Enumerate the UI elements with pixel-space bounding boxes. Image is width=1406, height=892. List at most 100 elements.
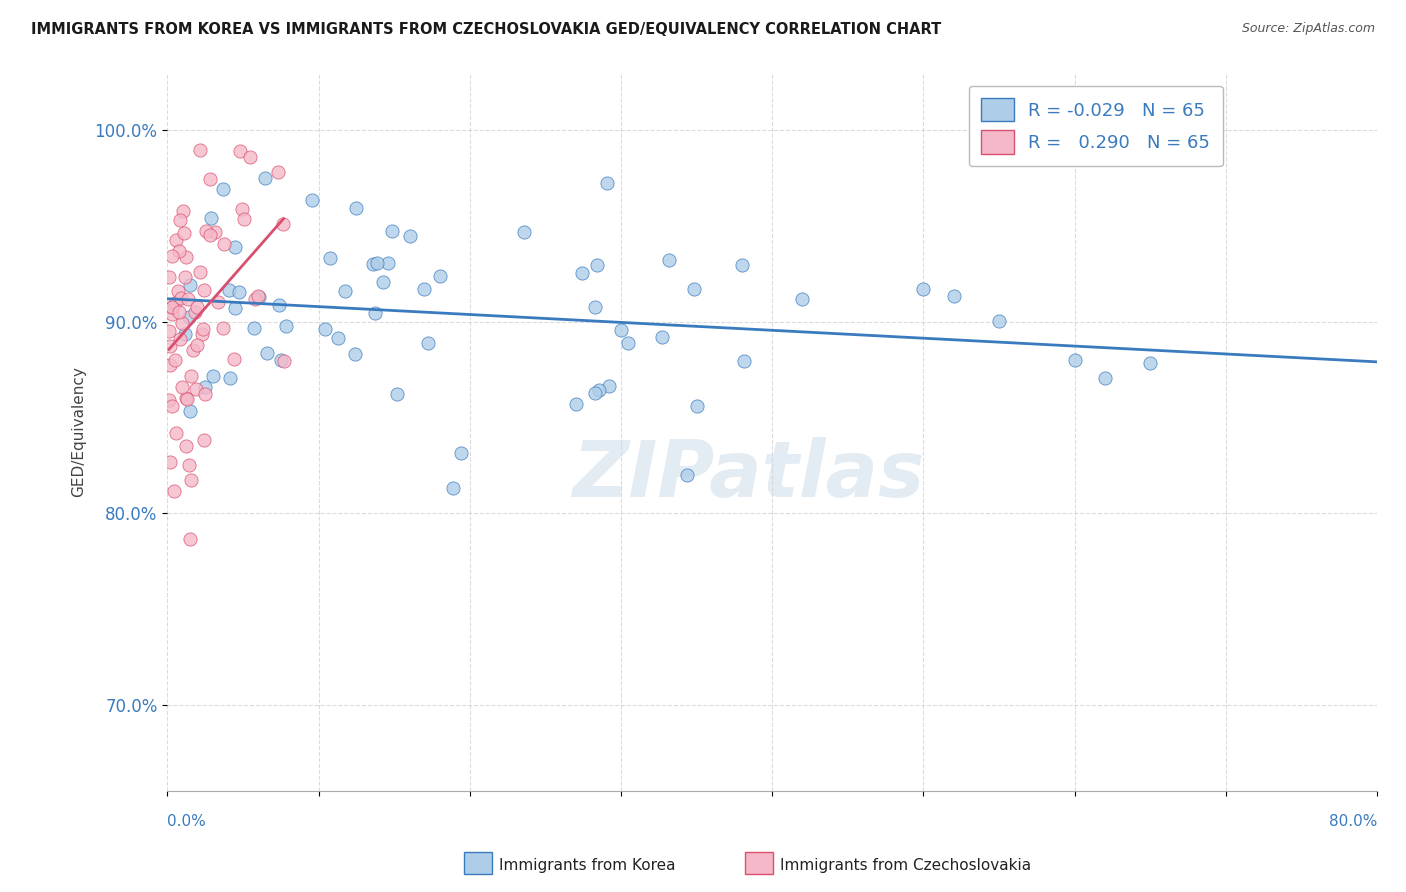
Point bbox=[194, 224, 217, 238]
Point bbox=[247, 289, 270, 303]
Point bbox=[1139, 356, 1161, 370]
Point bbox=[193, 434, 215, 448]
Point bbox=[200, 227, 222, 242]
Point bbox=[193, 322, 215, 336]
Point bbox=[170, 291, 193, 305]
Point bbox=[657, 253, 679, 268]
Point bbox=[166, 285, 188, 299]
Point bbox=[243, 321, 266, 335]
Text: Source: ZipAtlas.com: Source: ZipAtlas.com bbox=[1241, 22, 1375, 36]
Point bbox=[190, 143, 212, 157]
Point bbox=[377, 256, 399, 270]
Point bbox=[200, 211, 222, 225]
Point bbox=[186, 300, 208, 314]
Point bbox=[364, 306, 387, 320]
Point bbox=[166, 233, 188, 247]
Point bbox=[267, 165, 290, 179]
Point bbox=[160, 399, 183, 413]
Point bbox=[565, 397, 588, 411]
Point bbox=[179, 532, 201, 546]
Point bbox=[267, 298, 290, 312]
Point bbox=[172, 204, 194, 219]
Point bbox=[176, 392, 198, 406]
Point bbox=[177, 292, 200, 306]
Point bbox=[219, 371, 242, 385]
Text: ZIPatlas: ZIPatlas bbox=[572, 437, 924, 513]
Point bbox=[218, 283, 240, 297]
Point bbox=[204, 225, 226, 239]
Point bbox=[159, 358, 181, 372]
Point bbox=[1094, 371, 1116, 385]
Point bbox=[381, 224, 404, 238]
Point bbox=[212, 320, 235, 334]
Point bbox=[174, 326, 197, 341]
Point bbox=[429, 269, 451, 284]
Point bbox=[159, 454, 181, 468]
Point bbox=[314, 321, 336, 335]
Point bbox=[1063, 353, 1085, 368]
Point bbox=[160, 301, 183, 315]
Point bbox=[157, 325, 180, 339]
Point bbox=[179, 278, 201, 293]
Point bbox=[328, 331, 350, 345]
Point bbox=[450, 446, 472, 460]
Point bbox=[274, 318, 297, 333]
Point bbox=[610, 323, 633, 337]
Point bbox=[598, 379, 620, 393]
Point bbox=[413, 282, 436, 296]
Point bbox=[176, 392, 198, 407]
Point bbox=[188, 265, 211, 279]
Point bbox=[163, 352, 186, 367]
Point bbox=[229, 145, 252, 159]
Point bbox=[184, 382, 207, 396]
Point bbox=[387, 387, 409, 401]
Point bbox=[233, 211, 256, 226]
Point bbox=[571, 266, 593, 280]
Point bbox=[586, 258, 609, 272]
Point bbox=[183, 305, 205, 319]
Point bbox=[177, 458, 200, 472]
Point bbox=[685, 399, 707, 413]
Point bbox=[170, 317, 193, 331]
Point bbox=[256, 346, 278, 360]
Point bbox=[174, 439, 197, 453]
Point bbox=[165, 426, 187, 441]
Point bbox=[194, 386, 217, 401]
Point bbox=[157, 393, 180, 408]
Point bbox=[243, 292, 266, 306]
Point bbox=[180, 473, 202, 487]
Point bbox=[201, 368, 224, 383]
Point bbox=[335, 284, 357, 298]
Point bbox=[273, 217, 295, 231]
Point bbox=[987, 314, 1010, 328]
Point bbox=[651, 329, 673, 343]
Point bbox=[273, 353, 295, 368]
Point bbox=[167, 244, 190, 258]
Point bbox=[733, 353, 755, 368]
Point bbox=[172, 380, 194, 394]
Point bbox=[224, 240, 246, 254]
Point bbox=[247, 290, 270, 304]
Point bbox=[676, 467, 699, 482]
Point bbox=[169, 332, 191, 346]
Point bbox=[416, 336, 439, 351]
Point bbox=[162, 300, 184, 314]
Point bbox=[441, 481, 464, 495]
Point bbox=[191, 326, 214, 341]
Point bbox=[174, 269, 197, 284]
Point bbox=[583, 300, 606, 314]
Point bbox=[682, 282, 704, 296]
Point bbox=[194, 380, 217, 394]
Point bbox=[159, 339, 181, 353]
Point bbox=[239, 150, 262, 164]
Legend: R = -0.029   N = 65, R =   0.290   N = 65: R = -0.029 N = 65, R = 0.290 N = 65 bbox=[969, 86, 1223, 166]
Point bbox=[373, 275, 395, 289]
Point bbox=[186, 338, 208, 352]
Point bbox=[366, 256, 388, 270]
Point bbox=[343, 347, 366, 361]
Point bbox=[224, 351, 246, 366]
Point bbox=[214, 237, 236, 252]
Point bbox=[179, 404, 201, 418]
Point bbox=[211, 181, 233, 195]
Point bbox=[912, 282, 935, 296]
